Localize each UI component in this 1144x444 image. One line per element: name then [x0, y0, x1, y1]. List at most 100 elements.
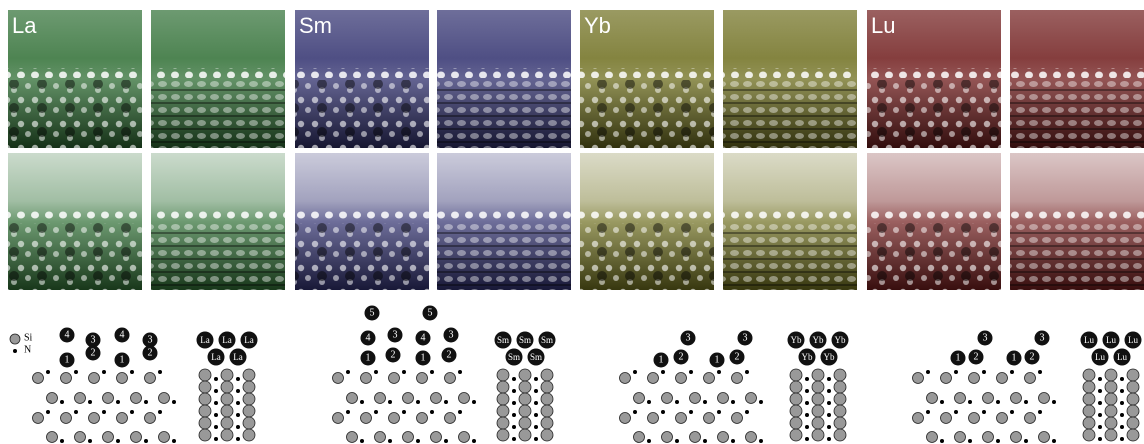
si-atom: [131, 393, 142, 404]
n-atom: [402, 410, 406, 414]
ion-site-label: 3: [449, 330, 454, 341]
ion-label: La: [200, 335, 210, 345]
bright-row: [8, 211, 142, 221]
si-atom: [519, 417, 531, 429]
si-atom: [347, 393, 358, 404]
si-atom: [704, 373, 715, 384]
si-atom: [648, 373, 659, 384]
si-atom: [243, 393, 255, 405]
n-atom: [88, 439, 92, 443]
si-atom: [61, 413, 72, 424]
si-atom: [812, 369, 824, 381]
n-atom: [805, 377, 809, 381]
ion-site-label: 4: [366, 333, 371, 344]
si-atom: [347, 432, 358, 443]
bright-row: [437, 211, 571, 221]
n-atom: [130, 370, 134, 374]
n-atom: [759, 439, 763, 443]
si-atom: [199, 417, 211, 429]
si-atom: [159, 432, 170, 443]
n-atom: [430, 410, 434, 414]
si-atom: [403, 393, 414, 404]
n-atom: [1120, 425, 1124, 429]
si-atom: [1105, 381, 1117, 393]
n-atom: [1098, 401, 1102, 405]
n-atom: [675, 439, 679, 443]
bright-row: [1010, 211, 1144, 221]
lattice-texture: [723, 223, 857, 290]
si-atom: [541, 405, 553, 417]
n-atom: [717, 410, 721, 414]
ion-site-label: 2: [391, 350, 396, 361]
si-atom: [497, 417, 509, 429]
n-atom: [703, 400, 707, 404]
bright-row: [8, 68, 142, 78]
ion-label: Sm: [541, 335, 553, 345]
si-atom: [375, 432, 386, 443]
ion-site-label: 1: [659, 355, 664, 366]
ion-label: Yb: [824, 352, 835, 362]
si-atom: [969, 413, 980, 424]
si-atom: [834, 381, 846, 393]
n-atom: [1024, 439, 1028, 443]
n-atom: [954, 370, 958, 374]
n-atom: [46, 370, 50, 374]
n-atom: [116, 439, 120, 443]
ion-site-label: 3: [91, 335, 96, 346]
n-atom: [74, 370, 78, 374]
si-atom: [243, 417, 255, 429]
n-atom: [1024, 400, 1028, 404]
ion-site-label: 1: [65, 355, 70, 366]
bright-row: [151, 68, 285, 78]
element-label: Yb: [584, 13, 611, 38]
ion-label: Lu: [1117, 352, 1127, 362]
si-atom: [1127, 417, 1139, 429]
n-atom: [458, 410, 462, 414]
n-atom: [144, 400, 148, 404]
n-atom: [954, 410, 958, 414]
ion-label: Yb: [813, 335, 824, 345]
si-atom: [704, 413, 715, 424]
n-atom: [633, 410, 637, 414]
bright-row: [1010, 68, 1144, 78]
lattice-texture: [8, 223, 142, 290]
si-atom: [941, 413, 952, 424]
si-atom: [1039, 393, 1050, 404]
si-atom: [89, 373, 100, 384]
n-atom: [116, 400, 120, 404]
si-atom: [221, 429, 233, 441]
n-atom: [827, 437, 831, 441]
n-atom: [472, 439, 476, 443]
n-atom: [236, 413, 240, 417]
si-atom: [199, 393, 211, 405]
si-atom: [243, 381, 255, 393]
ion-label: La: [222, 335, 232, 345]
si-atom: [1127, 381, 1139, 393]
si-atom: [746, 393, 757, 404]
si-atom: [47, 393, 58, 404]
n-atom: [1120, 413, 1124, 417]
si-atom: [541, 381, 553, 393]
n-atom: [512, 377, 516, 381]
si-atom: [103, 432, 114, 443]
n-atom: [1052, 439, 1056, 443]
n-atom: [458, 370, 462, 374]
si-atom: [732, 413, 743, 424]
ion-label: Sm: [519, 335, 531, 345]
ion-site-label: 4: [120, 330, 125, 341]
ion-site-label: 1: [715, 355, 720, 366]
ion-site-label: 4: [421, 333, 426, 344]
element-label: Lu: [871, 13, 895, 38]
bright-row: [580, 68, 714, 78]
bright-row: [723, 68, 857, 78]
si-atom: [1083, 369, 1095, 381]
n-atom: [88, 400, 92, 404]
lattice-texture: [8, 80, 142, 148]
si-atom: [75, 432, 86, 443]
n-atom: [374, 370, 378, 374]
si-atom: [718, 393, 729, 404]
n-atom: [512, 389, 516, 393]
n-atom: [982, 370, 986, 374]
n-atom: [1052, 400, 1056, 404]
si-atom: [243, 405, 255, 417]
